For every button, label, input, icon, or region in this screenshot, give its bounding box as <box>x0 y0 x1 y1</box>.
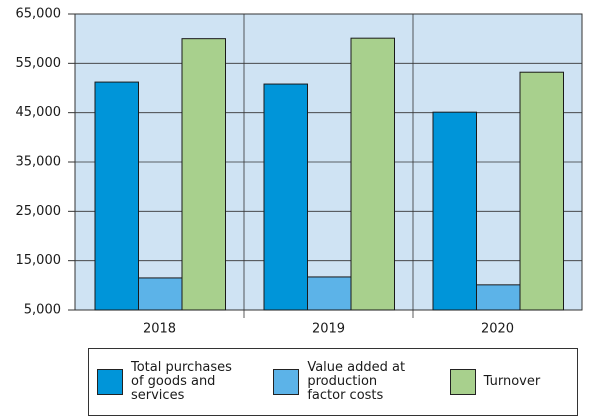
x-tick-label: 2018 <box>143 322 176 337</box>
y-tick-label: 5,000 <box>24 303 61 318</box>
y-tick-label: 15,000 <box>16 253 62 268</box>
legend-item: Turnover <box>449 369 577 395</box>
legend: Total purchases of goods and services Val… <box>88 348 578 416</box>
bar <box>263 83 308 311</box>
legend-label: Total purchases of goods and services <box>131 360 232 403</box>
x-tick-label: 2019 <box>312 322 345 337</box>
x-tick-label: 2020 <box>481 322 514 337</box>
legend-item: Total purchases of goods and services <box>97 361 273 403</box>
bar <box>94 81 139 311</box>
bar <box>476 284 521 311</box>
y-tick-label: 55,000 <box>16 56 62 71</box>
bar <box>307 276 352 311</box>
y-tick-label: 35,000 <box>16 155 62 170</box>
bar <box>350 37 395 311</box>
legend-label: Turnover <box>483 374 541 389</box>
legend-swatch <box>449 369 476 395</box>
legend-item: Value added at production factor costs <box>273 361 449 403</box>
y-tick-label: 45,000 <box>16 105 62 120</box>
legend-label: Value added at production factor costs <box>307 360 406 403</box>
bar <box>181 38 226 311</box>
y-tick-label: 65,000 <box>16 7 62 22</box>
bar <box>432 111 477 311</box>
bar <box>138 277 183 311</box>
y-tick-label: 25,000 <box>16 204 62 219</box>
bar <box>519 71 564 311</box>
chart: 5,000 15,000 25,000 35,000 45,000 55,000 65,00… <box>16 7 583 337</box>
legend-swatch <box>97 369 123 395</box>
legend-swatch <box>273 369 300 395</box>
